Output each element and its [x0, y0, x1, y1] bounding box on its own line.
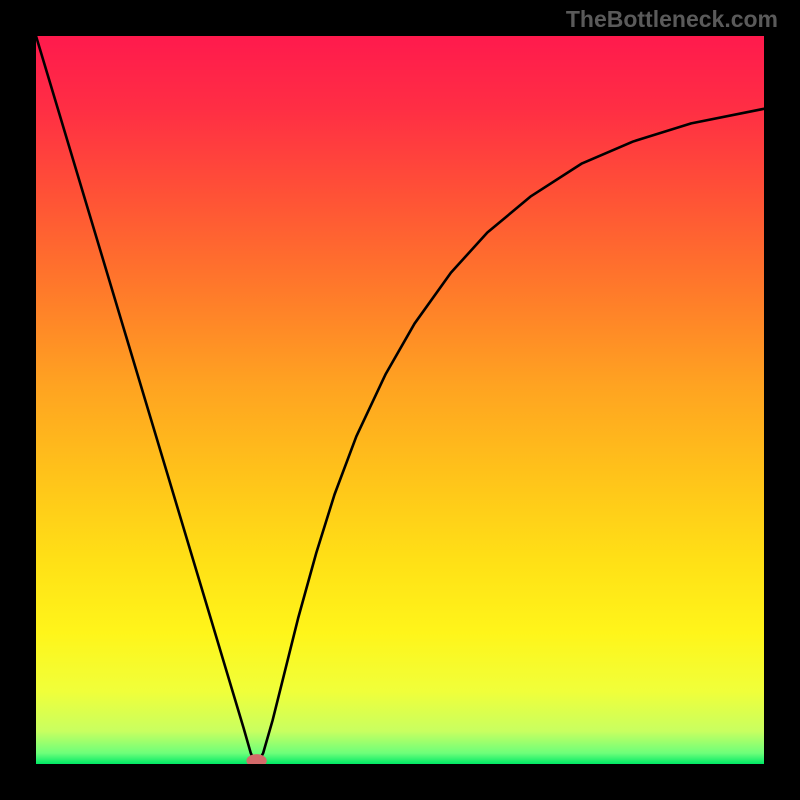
watermark-text: TheBottleneck.com — [566, 6, 778, 33]
plot-area — [36, 36, 764, 764]
plot-svg — [36, 36, 764, 764]
